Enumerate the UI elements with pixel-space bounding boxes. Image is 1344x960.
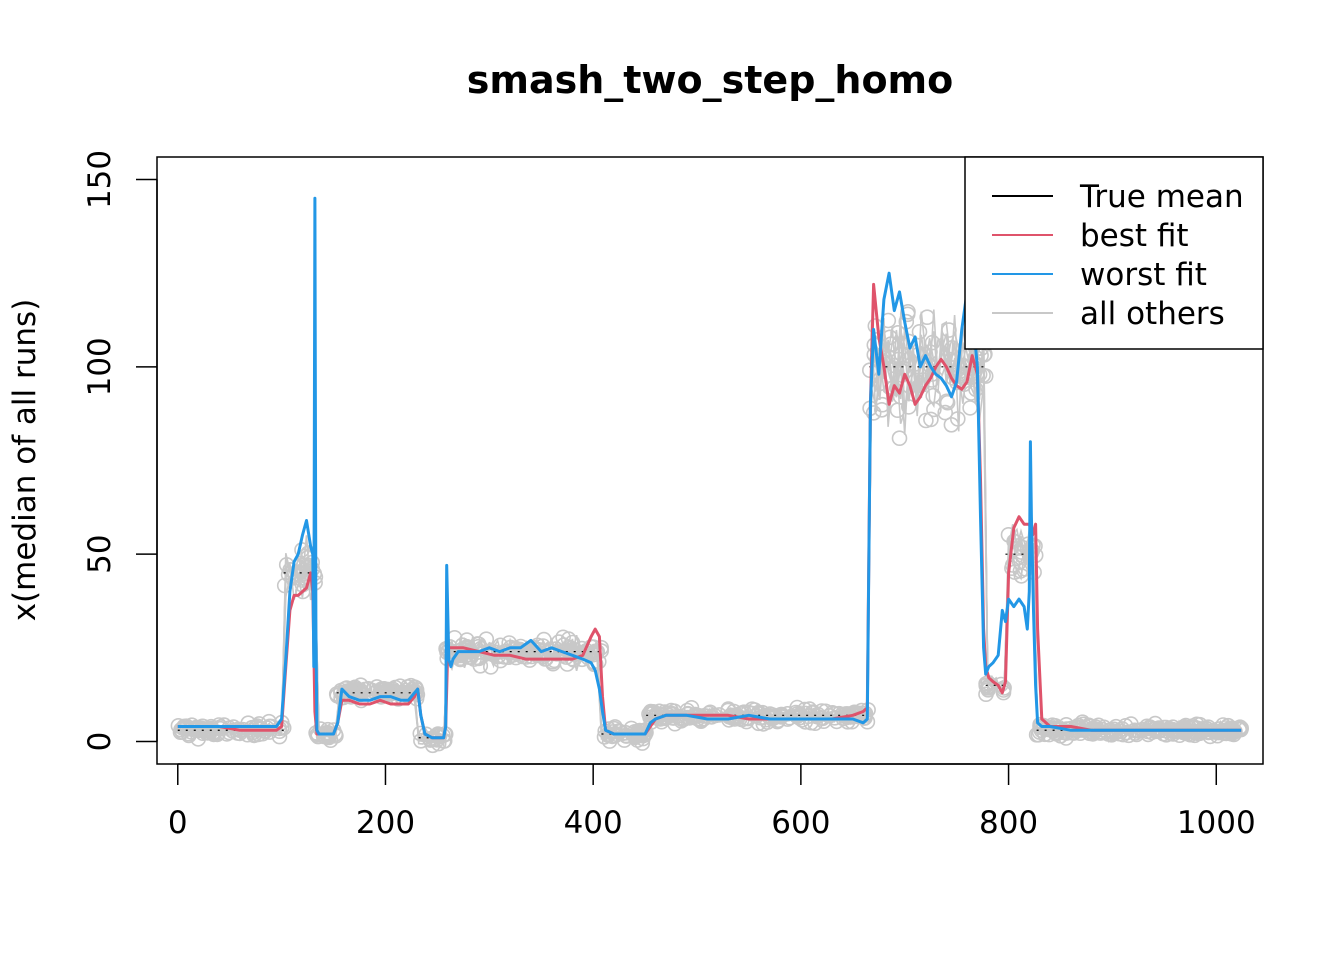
y-tick-label: 150 (82, 150, 118, 209)
others-line (177, 324, 1242, 743)
others-point (911, 323, 928, 340)
x-tick-label: 400 (564, 805, 623, 841)
others-point (925, 387, 942, 404)
others-point (294, 583, 311, 600)
others-point (246, 727, 262, 744)
others-point (773, 706, 790, 723)
others-point (890, 324, 906, 341)
others-point (938, 393, 955, 410)
y-tick-label: 100 (82, 337, 118, 396)
others-point (873, 401, 890, 418)
others-line (177, 309, 1242, 744)
others-point (949, 411, 966, 427)
others-point (1200, 724, 1217, 741)
others-point (1233, 720, 1249, 737)
others-point (765, 708, 782, 725)
x-tick-label: 600 (771, 805, 830, 841)
others-line (177, 316, 1242, 744)
others-line (177, 311, 1242, 746)
others-series (170, 303, 1249, 754)
y-tick-label: 0 (82, 732, 118, 752)
others-point (882, 329, 898, 346)
others-point (890, 351, 907, 368)
others-point (629, 727, 646, 744)
chart-title: smash_two_step_homo (467, 58, 954, 102)
others-point (826, 706, 843, 722)
others-point (980, 681, 997, 698)
others-point (1040, 721, 1056, 738)
others-point (529, 637, 546, 654)
others-point (1184, 719, 1201, 736)
others-point (941, 322, 957, 338)
others-line (177, 322, 1242, 743)
others-point (606, 720, 623, 737)
x-tick-label: 1000 (1177, 805, 1256, 841)
others-line (177, 330, 1242, 743)
others-point (1217, 720, 1234, 736)
others-point (865, 405, 882, 421)
others-point (828, 713, 845, 730)
x-axis: 0 200 400 600 800 1000 (168, 763, 1256, 841)
others-line (177, 318, 1242, 745)
others-point (470, 638, 487, 655)
legend-label: all others (1080, 296, 1225, 332)
y-axis: 0 50 100 150 (82, 150, 158, 752)
others-point (919, 309, 936, 326)
x-tick-label: 200 (356, 805, 415, 841)
others-point (1008, 540, 1025, 556)
others-point (501, 635, 518, 651)
legend-label: True mean (1079, 179, 1244, 215)
true-mean-series (177, 366, 1242, 739)
others-point (607, 727, 623, 744)
others-point (588, 643, 604, 660)
others-point (926, 401, 942, 418)
worst-fit-line (177, 196, 1242, 740)
others-point (867, 318, 884, 334)
others-point (282, 561, 299, 578)
others-point (937, 404, 954, 421)
others-point (889, 402, 906, 419)
others-point (1120, 727, 1137, 744)
others-point (962, 400, 978, 416)
others-point (918, 412, 934, 429)
others-point (924, 334, 941, 351)
others-point (295, 557, 312, 573)
others-point (939, 394, 956, 411)
others-point (900, 399, 917, 415)
legend-box (964, 156, 1264, 350)
x-tick-label: 800 (979, 805, 1038, 841)
others-point (789, 708, 805, 725)
others-point (364, 682, 381, 699)
others-point (888, 380, 905, 396)
others-point (679, 702, 696, 719)
others-point (1151, 720, 1167, 736)
x-tick-label: 0 (168, 805, 188, 841)
others-point (808, 708, 825, 725)
others-point (891, 430, 908, 447)
others-line (177, 329, 1242, 748)
others-point (1004, 557, 1021, 573)
others-point (1117, 717, 1134, 734)
y-axis-label: x(median of all runs) (7, 299, 43, 622)
legend-label: best fit (1080, 218, 1189, 254)
others-point (1182, 726, 1199, 743)
others-point (472, 657, 489, 674)
y-tick-label: 50 (82, 534, 118, 573)
fit-series (177, 196, 1242, 740)
others-point (194, 720, 211, 737)
legend-label: worst fit (1080, 257, 1207, 293)
others-point (175, 720, 191, 736)
best-fit-line (177, 282, 1242, 740)
others-point (900, 303, 916, 320)
